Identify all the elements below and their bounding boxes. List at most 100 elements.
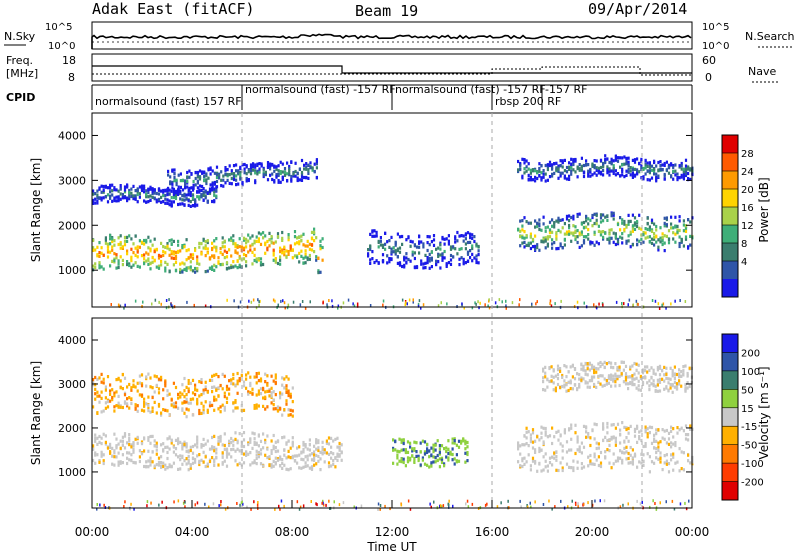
range-gate-cell [157,460,161,464]
range-gate-cell [174,260,178,264]
range-gate-cell [462,239,465,243]
range-gate-cell [607,381,611,385]
range-gate-cell [288,173,291,177]
range-gate-cell [531,431,535,435]
range-gate-cell [126,252,129,256]
range-gate-cell [663,174,666,178]
range-gate-cell [230,381,233,386]
range-gate-cell [286,179,289,183]
range-gate-cell [111,388,114,392]
range-gate-cell [614,235,617,239]
range-gate-cell [448,499,450,503]
range-gate-cell [619,456,622,460]
range-gate-cell [655,432,658,436]
range-gate-cell [631,448,634,452]
range-gate-cell [644,172,647,176]
range-gate-cell [404,303,406,307]
range-gate-cell [130,397,133,401]
range-gate-cell [187,256,190,260]
range-gate-cell [177,243,180,247]
range-gate-cell [624,378,628,382]
range-gate-cell [325,503,327,507]
range-gate-cell [187,387,190,391]
range-gate-cell [194,248,197,252]
range-gate-cell [331,299,333,303]
range-gate-cell [574,451,577,456]
range-gate-cell [236,382,239,386]
range-gate-cell [315,162,318,166]
range-gate-cell [132,184,135,188]
range-gate-cell [253,440,256,445]
range-gate-cell [232,376,235,381]
range-gate-cell [266,239,269,244]
range-gate-cell [531,456,535,460]
range-gate-cell [527,243,530,248]
range-gate-cell [202,411,205,415]
range-gate-cell [578,377,581,381]
range-gate-cell [572,459,575,463]
range-gate-cell [534,219,537,223]
range-gate-cell [262,231,265,235]
range-gate-cell [119,246,122,250]
range-gate-cell [413,448,416,452]
range-gate-cell [143,397,146,401]
range-gate-cell [223,239,226,243]
colorbar-swatch [722,426,738,446]
nsky-label: N.Sky [4,30,36,43]
range-gate-cell [672,164,675,168]
range-gate-cell [542,240,545,244]
colorbar-swatch [722,334,738,353]
range-gate-cell [607,376,611,380]
range-gate-cell [466,445,469,449]
range-gate-cell [138,245,141,249]
range-gate-cell [274,456,277,460]
range-gate-cell [565,383,568,387]
range-gate-cell [330,445,333,449]
range-gate-cell [584,380,587,384]
range-gate-cell [682,365,685,369]
range-gate-cell [332,452,335,456]
range-gate-cell [143,190,146,194]
range-gate-cell [252,168,255,172]
range-gate-cell [578,245,581,249]
range-gate-cell [224,166,227,170]
range-gate-cell [438,457,441,461]
range-gate-cell [104,241,107,245]
range-gate-cell [665,459,668,463]
range-gate-cell [578,167,581,171]
range-gate-cell [439,243,442,247]
range-gate-cell [640,166,643,170]
range-gate-cell [247,442,250,447]
range-gate-cell [247,178,250,182]
range-gate-cell [578,231,581,235]
range-gate-cell [189,265,192,269]
colorbar-tick-label: 20 [741,185,754,196]
range-gate-cell [319,457,322,461]
range-gate-cell [601,362,604,366]
range-gate-cell [196,445,199,449]
range-gate-cell [272,258,275,262]
range-gate-cell [173,179,176,183]
range-gate-cell [257,239,260,244]
range-gate-cell [228,173,231,177]
range-gate-cell [648,388,651,392]
range-gate-cell [614,242,617,247]
range-gate-cell [597,367,600,371]
range-gate-cell [479,301,481,305]
range-gate-cell [217,442,220,446]
range-gate-cell [106,193,110,197]
range-gate-cell [412,300,414,304]
range-gate-cell [104,401,107,405]
range-gate-cell [204,455,207,459]
range-gate-cell [563,383,566,387]
range-gate-cell [670,458,673,462]
range-gate-cell [274,393,277,397]
range-gate-cell [200,443,203,447]
range-gate-cell [316,503,318,507]
range-gate-cell [674,169,677,173]
range-gate-cell [684,424,688,428]
range-gate-cell [119,446,122,450]
range-gate-cell [422,245,425,249]
range-gate-cell [655,428,658,432]
range-gate-cell [401,234,404,239]
